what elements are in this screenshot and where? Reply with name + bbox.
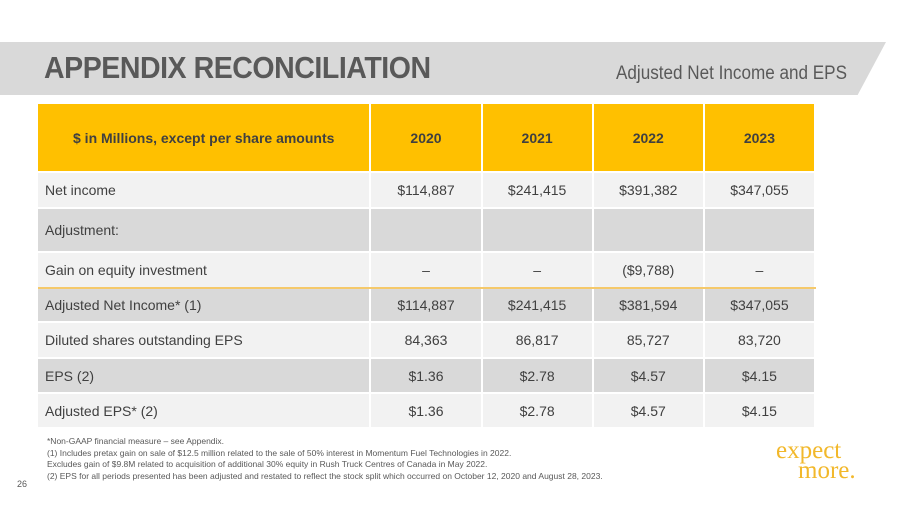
table-header-row: $ in Millions, except per share amounts … bbox=[38, 104, 817, 173]
cell: $4.57 bbox=[592, 393, 705, 429]
cell: $114,887 bbox=[370, 288, 483, 323]
row-label: Diluted shares outstanding EPS bbox=[38, 322, 372, 359]
table-row: Gain on equity investment – – ($9,788) – bbox=[38, 252, 817, 289]
cell: $391,382 bbox=[592, 172, 705, 209]
cell bbox=[703, 208, 817, 253]
cell: $4.15 bbox=[703, 358, 817, 394]
logo-line: expect bbox=[776, 437, 842, 464]
cell: 84,363 bbox=[370, 322, 483, 359]
cell: $347,055 bbox=[703, 288, 817, 323]
reconciliation-table: $ in Millions, except per share amounts … bbox=[38, 104, 817, 429]
cell: $2.78 bbox=[481, 393, 594, 429]
row-label: Adjusted EPS* (2) bbox=[38, 393, 372, 429]
row-label: EPS (2) bbox=[38, 358, 372, 394]
header-band bbox=[0, 42, 886, 95]
table-row: Adjusted Net Income* (1) $114,887 $241,4… bbox=[38, 288, 817, 323]
cell: 85,727 bbox=[592, 322, 705, 359]
page-title: APPENDIX RECONCILIATION bbox=[44, 50, 431, 85]
cell: $241,415 bbox=[481, 172, 594, 209]
footnotes: *Non-GAAP financial measure – see Append… bbox=[47, 436, 603, 482]
column-header: 2020 bbox=[370, 104, 483, 173]
row-label: Net income bbox=[38, 172, 372, 209]
column-header: 2022 bbox=[592, 104, 705, 173]
page-subtitle: Adjusted Net Income and EPS bbox=[616, 63, 847, 84]
cell: $1.36 bbox=[370, 393, 483, 429]
cell bbox=[481, 208, 594, 253]
expect-more-logo: expect more. bbox=[776, 437, 856, 484]
table-row: Net income $114,887 $241,415 $391,382 $3… bbox=[38, 172, 817, 209]
table-row: Adjusted EPS* (2) $1.36 $2.78 $4.57 $4.1… bbox=[38, 393, 817, 429]
cell: $241,415 bbox=[481, 288, 594, 323]
cell: $1.36 bbox=[370, 358, 483, 394]
cell: $4.57 bbox=[592, 358, 705, 394]
column-header: 2023 bbox=[703, 104, 817, 173]
footnote: (1) Includes pretax gain on sale of $12.… bbox=[47, 447, 512, 458]
page-number: 26 bbox=[17, 479, 28, 489]
cell: $4.15 bbox=[703, 393, 817, 429]
cell: 86,817 bbox=[481, 322, 594, 359]
column-header: $ in Millions, except per share amounts bbox=[38, 104, 372, 173]
cell bbox=[592, 208, 705, 253]
cell: $2.78 bbox=[481, 358, 594, 394]
cell: 83,720 bbox=[703, 322, 817, 359]
footnote: (2) EPS for all periods presented has be… bbox=[47, 470, 603, 481]
cell: $114,887 bbox=[370, 172, 483, 209]
row-label: Adjustment: bbox=[38, 208, 372, 253]
column-header: 2021 bbox=[481, 104, 594, 173]
cell: – bbox=[703, 252, 817, 289]
table-row: Diluted shares outstanding EPS 84,363 86… bbox=[38, 322, 817, 359]
footnote: *Non-GAAP financial measure – see Append… bbox=[47, 436, 225, 446]
cell: ($9,788) bbox=[592, 252, 705, 289]
table-row: Adjustment: bbox=[38, 208, 817, 253]
footnote: Excludes gain of $9.8M related to acquis… bbox=[47, 459, 488, 470]
cell: $347,055 bbox=[703, 172, 817, 209]
row-label: Adjusted Net Income* (1) bbox=[38, 288, 372, 323]
cell: $381,594 bbox=[592, 288, 705, 323]
cell bbox=[370, 208, 483, 253]
cell: – bbox=[370, 252, 483, 289]
cell: – bbox=[481, 252, 594, 289]
table-row: EPS (2) $1.36 $2.78 $4.57 $4.15 bbox=[38, 358, 817, 394]
logo-line: more. bbox=[798, 457, 856, 484]
row-label: Gain on equity investment bbox=[38, 252, 372, 289]
